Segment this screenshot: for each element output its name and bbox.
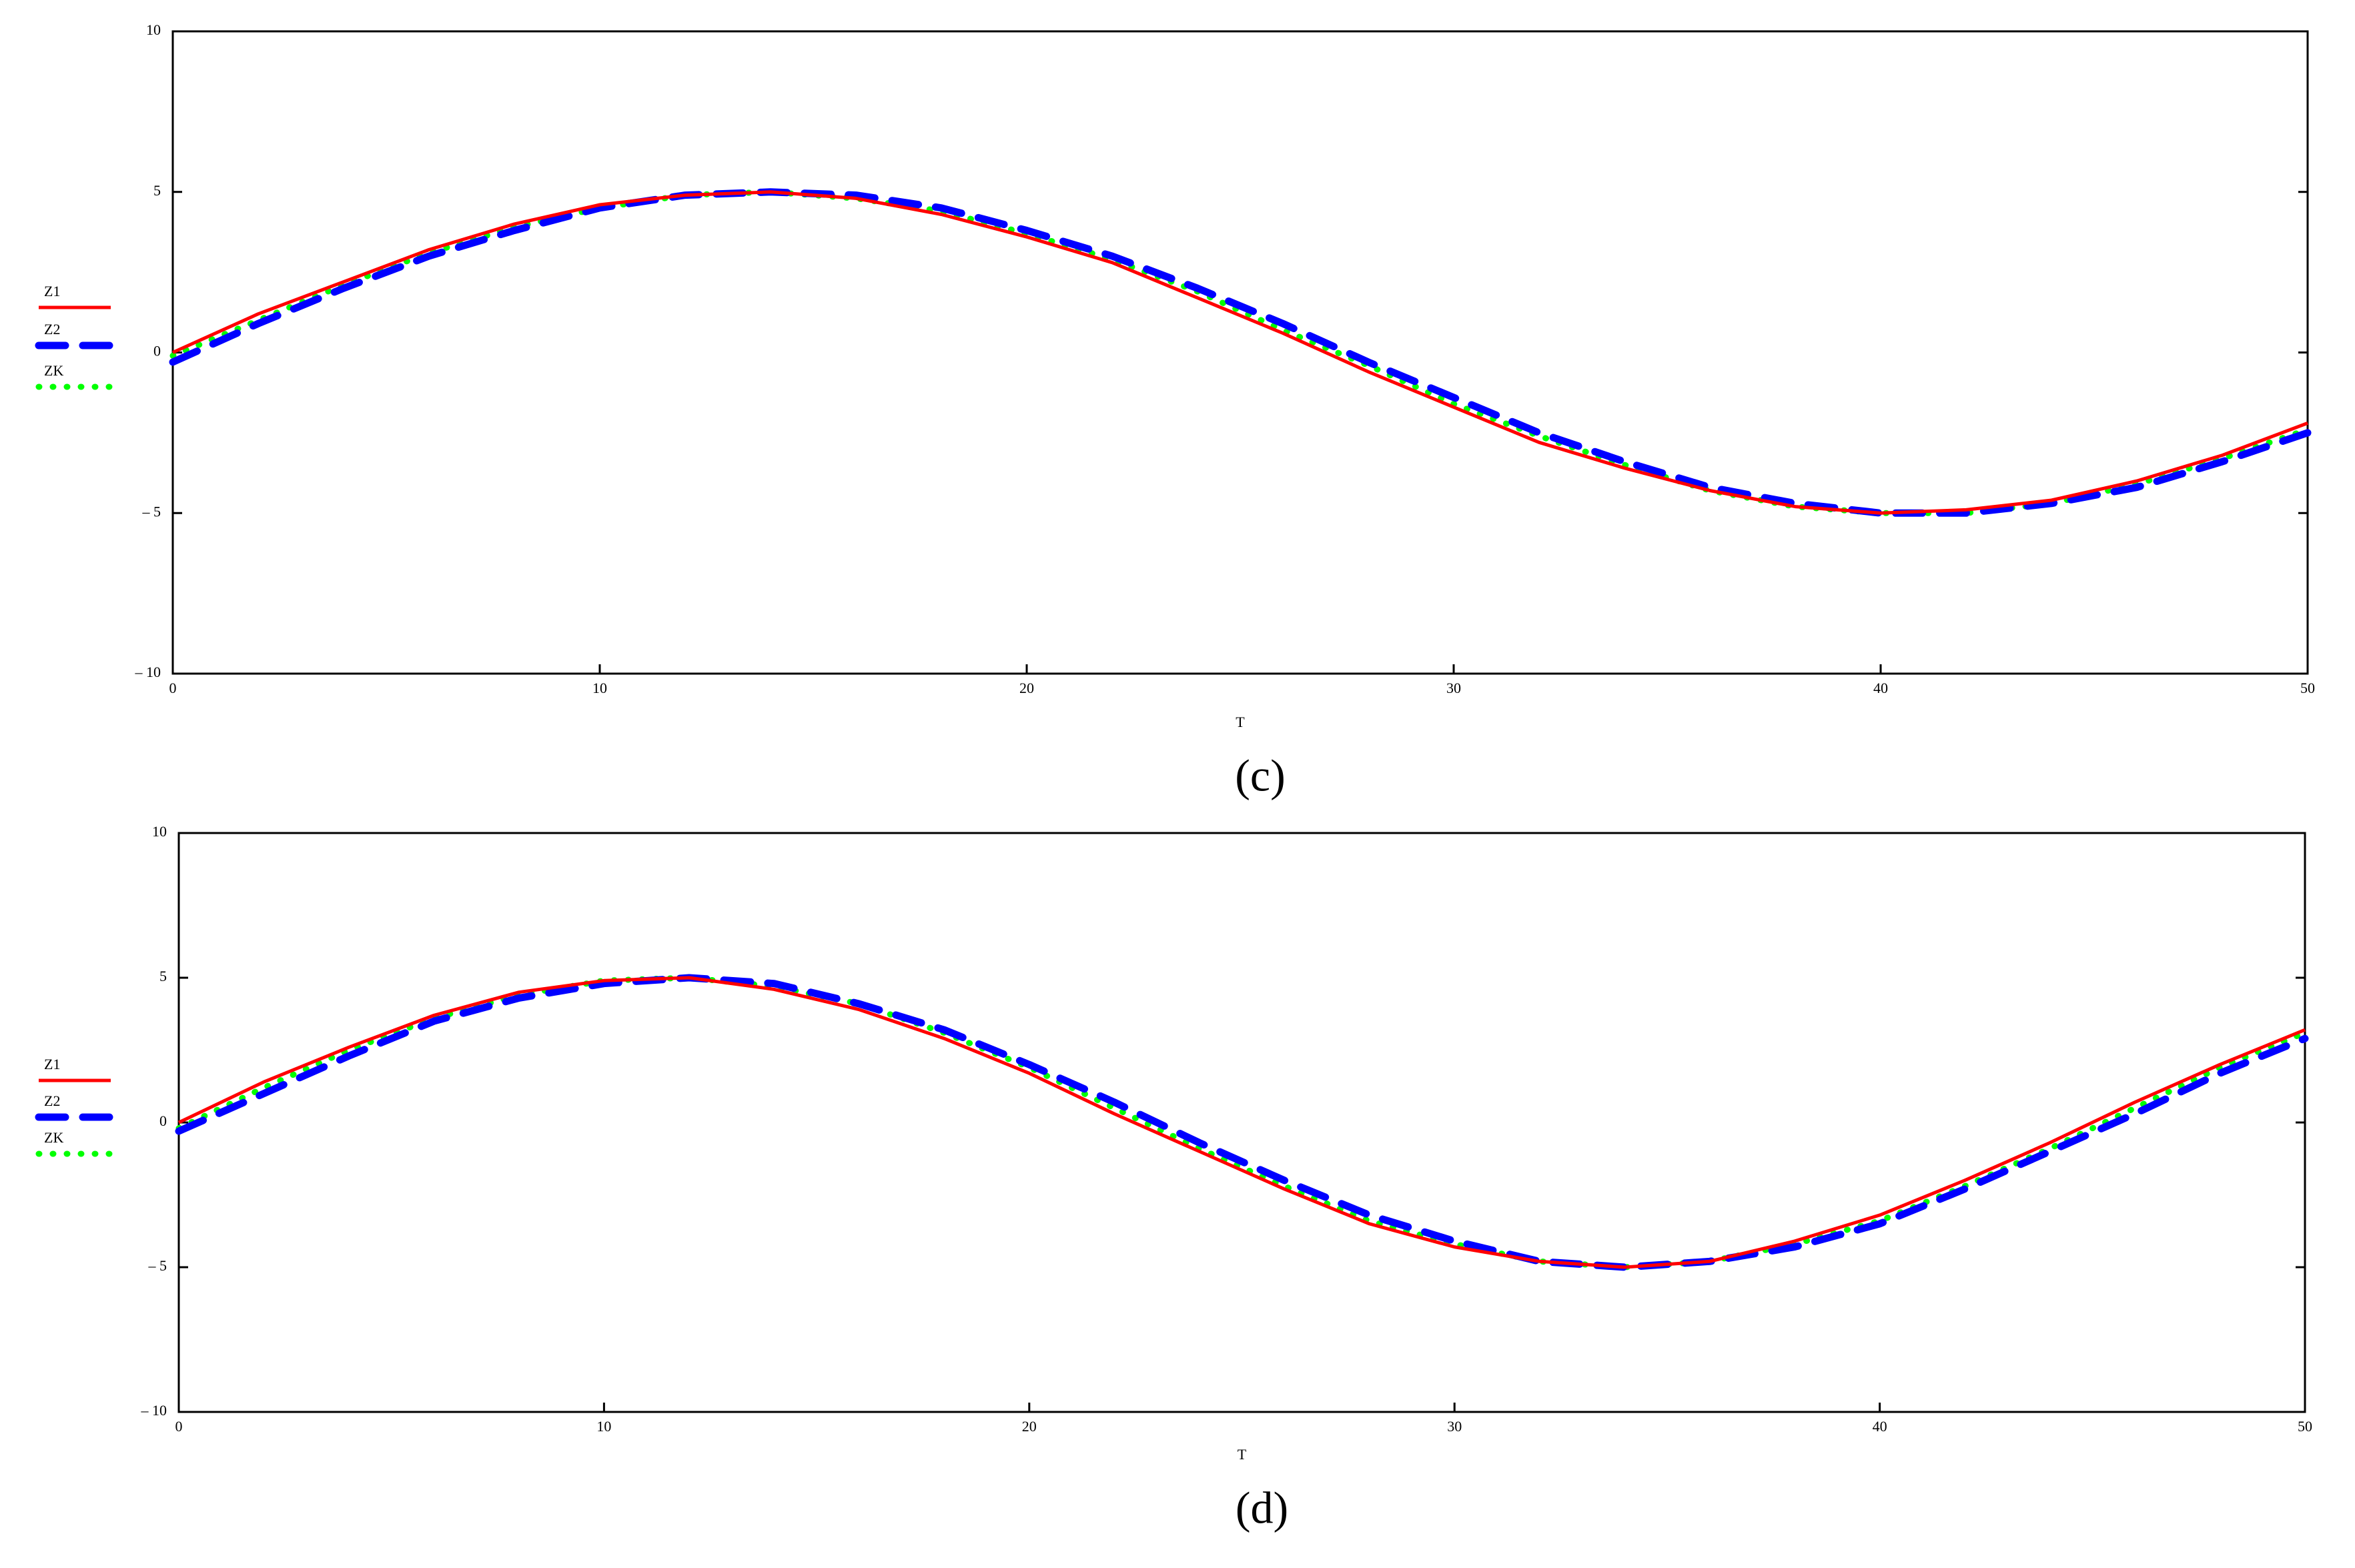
series-line [177, 976, 2306, 1269]
series-line [171, 190, 2308, 515]
x-tick-label: 10 [592, 680, 607, 696]
series-line [175, 974, 2308, 1271]
x-tick-label: 20 [1022, 1418, 1037, 1435]
caption: (d) [1236, 1483, 1288, 1533]
y-tick-label: 10 [146, 21, 161, 38]
y-tick-label: 5 [153, 182, 161, 199]
x-tick-label: 50 [2300, 680, 2315, 696]
y-tick-label: – 10 [141, 1402, 167, 1419]
x-tick-label: 10 [596, 1418, 611, 1435]
x-tick-label: 30 [1447, 1418, 1462, 1435]
plot-frame [171, 30, 2309, 675]
caption: (c) [1235, 750, 1285, 801]
legend-label: Z2 [44, 321, 60, 337]
x-tick-label: 0 [169, 680, 177, 696]
x-tick-label: 20 [1019, 680, 1034, 696]
legend-label: ZK [44, 1129, 63, 1146]
legend-label: Z1 [44, 1056, 60, 1072]
y-tick-label: 10 [152, 823, 167, 840]
x-tick-label: 0 [175, 1418, 183, 1435]
plot-frame [177, 832, 2306, 1413]
x-tick-label: 50 [2298, 1418, 2312, 1435]
x-axis-label: T [1236, 714, 1245, 730]
y-tick-label: 5 [159, 968, 167, 984]
series-line [169, 188, 2312, 517]
legend-label: Z2 [44, 1092, 60, 1109]
legend-label: Z1 [44, 283, 60, 299]
y-tick-label: 0 [159, 1112, 167, 1129]
x-tick-label: 40 [1873, 1418, 1887, 1435]
series-line [175, 974, 2309, 1271]
y-tick-label: – 5 [148, 1257, 167, 1274]
y-tick-label: – 10 [135, 664, 161, 680]
x-tick-label: 40 [1873, 680, 1888, 696]
legend-label: ZK [44, 362, 63, 379]
series-line [169, 189, 2311, 516]
x-axis-label: T [1238, 1446, 1247, 1463]
x-tick-label: 30 [1446, 680, 1461, 696]
y-tick-label: – 5 [142, 503, 161, 520]
y-tick-label: 0 [153, 343, 161, 359]
